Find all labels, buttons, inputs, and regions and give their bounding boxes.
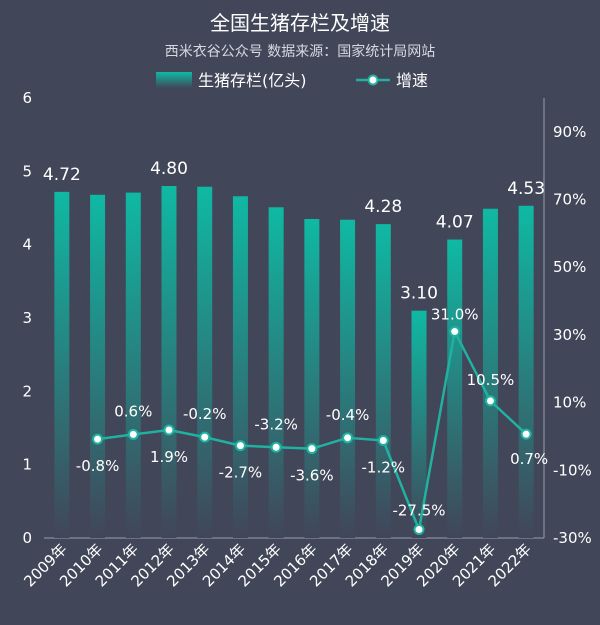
bar	[54, 191, 70, 538]
growth-value-label: -1.2%	[362, 459, 406, 477]
bar-labels: 4.72 4.80 4.28 3.10 4.07 4.53	[43, 159, 545, 304]
growth-point	[484, 395, 496, 407]
left-tick-label: 1	[22, 456, 32, 474]
left-tick-label: 3	[22, 309, 32, 327]
growth-point	[163, 424, 175, 436]
bar-value-label: 4.53	[507, 179, 545, 199]
bar	[232, 196, 248, 538]
x-axis-ticks: 2009年2010年2011年2012年2013年2014年2015年2016年…	[20, 540, 535, 590]
growth-point	[520, 428, 532, 440]
growth-value-label: 1.9%	[150, 448, 188, 466]
growth-point	[342, 432, 354, 444]
legend-bar-label: 生猪存栏(亿头)	[198, 71, 307, 90]
bar	[447, 239, 463, 539]
left-tick-label: 4	[22, 236, 32, 254]
left-tick-label: 6	[22, 89, 32, 107]
growth-value-label: -27.5%	[392, 502, 445, 520]
bar	[125, 192, 141, 538]
left-axis-ticks: 0 1 2 3 4 5 6	[22, 89, 32, 547]
bar	[375, 224, 391, 538]
growth-point	[449, 326, 461, 338]
chart-title: 全国生猪存栏及增速	[210, 11, 390, 35]
bar-value-label: 3.10	[400, 284, 438, 304]
bar	[161, 186, 177, 538]
bar	[304, 219, 320, 538]
bars	[54, 186, 534, 539]
growth-point	[270, 441, 282, 453]
growth-point	[92, 433, 104, 445]
chart-subtitle: 西米衣谷公众号 数据来源：国家统计局网站	[165, 43, 435, 60]
growth-point	[306, 443, 318, 455]
bar	[411, 310, 427, 538]
right-tick-label: 30%	[553, 326, 586, 344]
right-tick-label: 90%	[553, 123, 586, 141]
growth-point	[199, 431, 211, 443]
left-tick-label: 2	[22, 382, 32, 400]
growth-value-label: 31.0%	[431, 306, 479, 324]
right-tick-label: -30%	[553, 529, 592, 547]
growth-value-label: 0.7%	[510, 450, 548, 468]
legend: 生猪存栏(亿头) 增速	[156, 71, 428, 90]
bar	[197, 186, 213, 538]
legend-line-label: 增速	[396, 71, 428, 90]
left-tick-label: 5	[22, 162, 32, 180]
right-tick-label: 70%	[553, 191, 586, 209]
growth-point	[413, 524, 425, 536]
left-tick-label: 0	[22, 529, 32, 547]
growth-value-label: -0.2%	[183, 405, 227, 423]
legend-bar-swatch	[156, 72, 192, 88]
growth-value-label: -2.7%	[219, 464, 263, 482]
bar	[518, 205, 534, 539]
growth-point	[234, 440, 246, 452]
growth-value-label: -0.8%	[76, 457, 120, 475]
growth-point	[377, 435, 389, 447]
growth-line	[92, 326, 532, 536]
right-tick-label: -10%	[553, 461, 592, 479]
right-tick-label: 10%	[553, 394, 586, 412]
line-labels: -0.8% 0.6% 1.9% -0.2% -2.7% -3.2% -3.6% -0.4% -1…	[76, 306, 548, 520]
bar-value-label: 4.80	[150, 159, 188, 179]
bar-value-label: 4.07	[436, 213, 474, 233]
bar	[340, 219, 356, 538]
growth-value-label: 10.5%	[467, 371, 515, 389]
growth-value-label: 0.6%	[114, 402, 152, 420]
growth-value-label: -3.6%	[290, 467, 334, 485]
bar	[90, 194, 106, 539]
bar-value-label: 4.28	[364, 197, 402, 217]
right-axis-ticks: -30% -10% 10% 30% 50% 70% 90%	[553, 123, 592, 547]
growth-point	[127, 428, 139, 440]
right-tick-label: 50%	[553, 258, 586, 276]
growth-value-label: -0.4%	[326, 406, 370, 424]
growth-value-label: -3.2%	[254, 415, 298, 433]
legend-line-marker	[367, 74, 379, 86]
bar	[268, 207, 284, 538]
bar	[482, 208, 498, 538]
bar-value-label: 4.72	[43, 165, 81, 185]
